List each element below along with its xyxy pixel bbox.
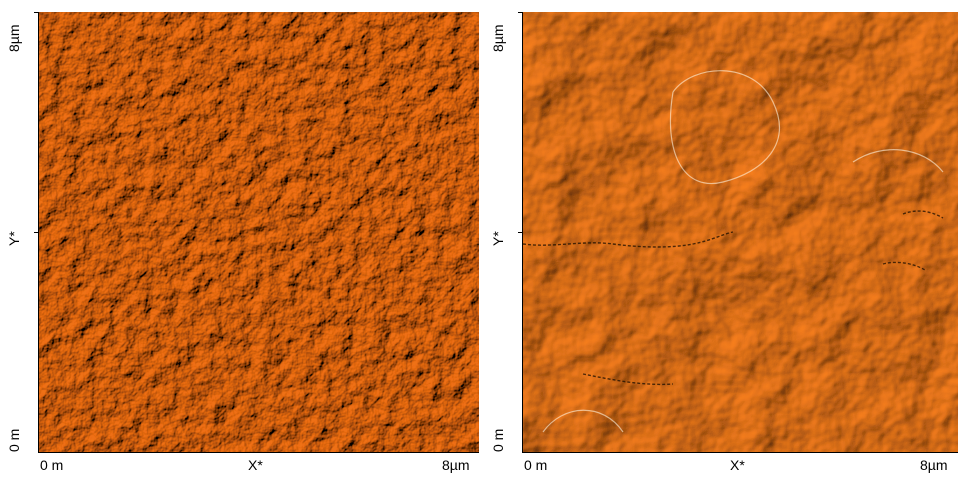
y-axis-label-bottom: 0 m <box>6 428 22 452</box>
y-axis-label-mid: Y* <box>6 231 22 246</box>
y-tick-top <box>34 12 38 13</box>
y-axis-label-mid: Y* <box>490 231 506 246</box>
x-axis-label-mid: X* <box>248 457 263 473</box>
y-axis-label-top: 8µm <box>6 24 22 52</box>
x-axis-label-mid: X* <box>730 457 745 473</box>
x-axis-label-left: 0 m <box>40 457 64 473</box>
y-axis-label-top: 8µm <box>490 24 506 52</box>
afm-texture-left <box>39 12 479 452</box>
afm-panel-right: 8µm Y* 0 m 0 m X* 8µm <box>484 0 958 478</box>
y-tick-top <box>518 12 522 13</box>
x-axis-label-right: 8µm <box>442 457 470 473</box>
afm-panel-left: 8µm Y* 0 m 0 m X* 8µm <box>6 12 479 473</box>
y-tick-mid <box>34 232 38 233</box>
x-axis-label-right: 8µm <box>920 457 948 473</box>
afm-texture-right <box>523 12 958 452</box>
afm-scan-image-right <box>522 12 958 453</box>
y-axis-label-bottom: 0 m <box>490 428 506 452</box>
x-axis-label-left: 0 m <box>524 457 548 473</box>
afm-scan-image-left <box>38 12 479 453</box>
y-tick-mid <box>518 232 522 233</box>
